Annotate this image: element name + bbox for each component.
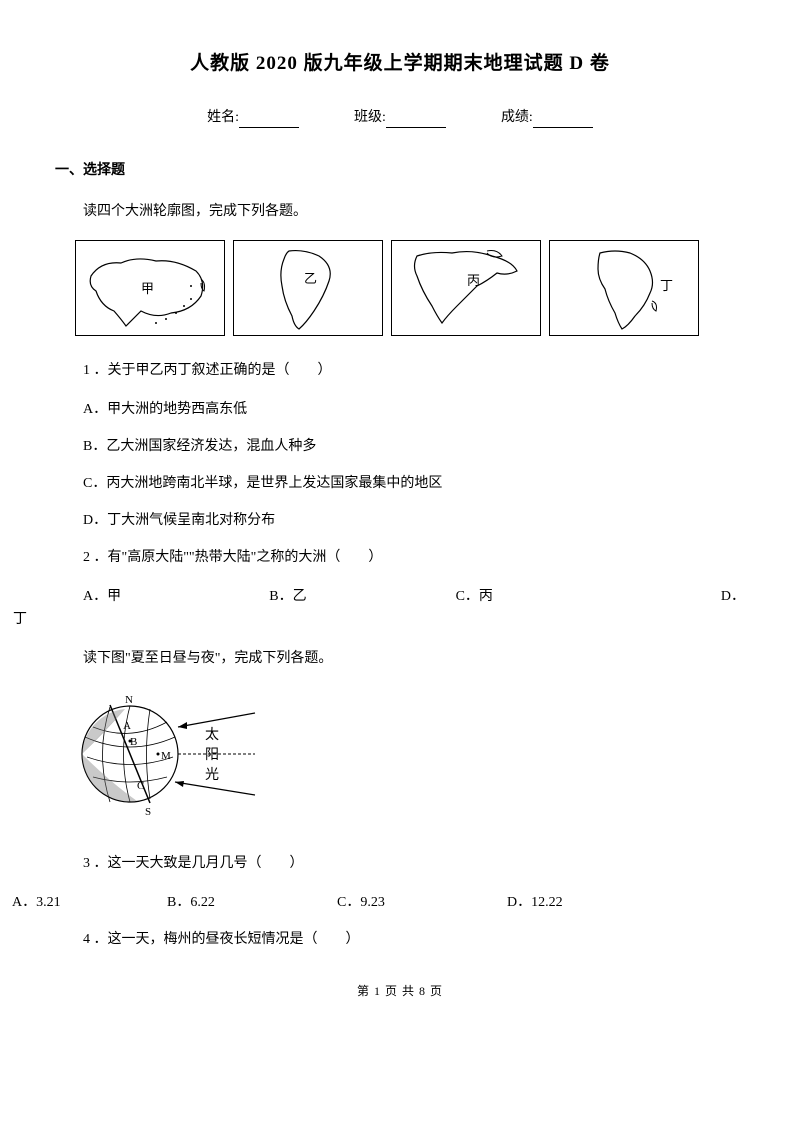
map-label-4: 丁 — [660, 276, 673, 296]
globe-a: A — [123, 720, 131, 732]
map-row: 甲 乙 丙 丁 — [75, 240, 745, 336]
q2-option-a: A．甲 — [55, 586, 241, 607]
q2-option-d: D． — [614, 586, 745, 607]
section-heading: 一、选择题 — [55, 160, 745, 181]
name-blank[interactable] — [239, 112, 299, 128]
q1-option-a: A．甲大洲的地势西高东低 — [55, 399, 745, 420]
intro-text-2: 读下图"夏至日昼与夜"，完成下列各题。 — [55, 648, 745, 669]
q1-option-d: D．丁大洲气候呈南北对称分布 — [55, 510, 745, 531]
score-label: 成绩: — [501, 107, 533, 128]
q3-option-b: B．6.22 — [167, 892, 337, 913]
q3-option-c: C．9.23 — [337, 892, 507, 913]
sun-label-3: 光 — [205, 767, 219, 783]
globe-s: S — [145, 806, 151, 818]
intro-text-1: 读四个大洲轮廓图，完成下列各题。 — [55, 201, 745, 222]
question-1: 1 ．关于甲乙丙丁叙述正确的是（ ） — [55, 360, 745, 381]
header-fields: 姓名: 班级: 成绩: — [55, 107, 745, 128]
map-label-1: 甲 — [141, 279, 154, 299]
map-south-america: 乙 — [233, 240, 383, 336]
class-label: 班级: — [354, 107, 386, 128]
map-label-2: 乙 — [304, 269, 317, 289]
globe-c: C — [137, 780, 144, 792]
q3-options: A．3.21 B．6.22 C．9.23 D．12.22 — [0, 892, 745, 913]
globe-n: N — [125, 694, 133, 706]
map-africa: 丁 — [549, 240, 699, 336]
exam-title: 人教版 2020 版九年级上学期期末地理试题 D 卷 — [55, 50, 745, 79]
class-blank[interactable] — [386, 112, 446, 128]
question-4: 4 ．这一天，梅州的昼夜长短情况是（ ） — [55, 929, 745, 950]
q3-option-d: D．12.22 — [507, 892, 563, 913]
sun-label-2: 阳 — [205, 747, 219, 763]
q2-option-c: C．丙 — [428, 586, 614, 607]
name-label: 姓名: — [207, 107, 239, 128]
sun-label-1: 太 — [205, 727, 219, 743]
q2-option-d-cont: 丁 — [13, 609, 745, 630]
map-asia: 甲 — [75, 240, 225, 336]
map-label-3: 丙 — [467, 271, 480, 291]
score-blank[interactable] — [533, 112, 593, 128]
question-3: 3 ．这一天大致是几月几号（ ） — [55, 853, 745, 874]
question-2: 2 ．有"高原大陆""热带大陆"之称的大洲（ ） — [55, 547, 745, 568]
page-footer: 第 1 页 共 8 页 — [55, 982, 745, 1000]
q3-option-a: A．3.21 — [12, 892, 167, 913]
globe-diagram: N S A B C M 太 阳 光 — [75, 687, 745, 829]
globe-m: M — [161, 750, 171, 762]
q1-option-c: C．丙大洲地跨南北半球，是世界上发达国家最集中的地区 — [55, 473, 745, 494]
map-north-america: 丙 — [391, 240, 541, 336]
q1-option-b: B．乙大洲国家经济发达，混血人种多 — [55, 436, 745, 457]
q2-option-b: B．乙 — [241, 586, 427, 607]
